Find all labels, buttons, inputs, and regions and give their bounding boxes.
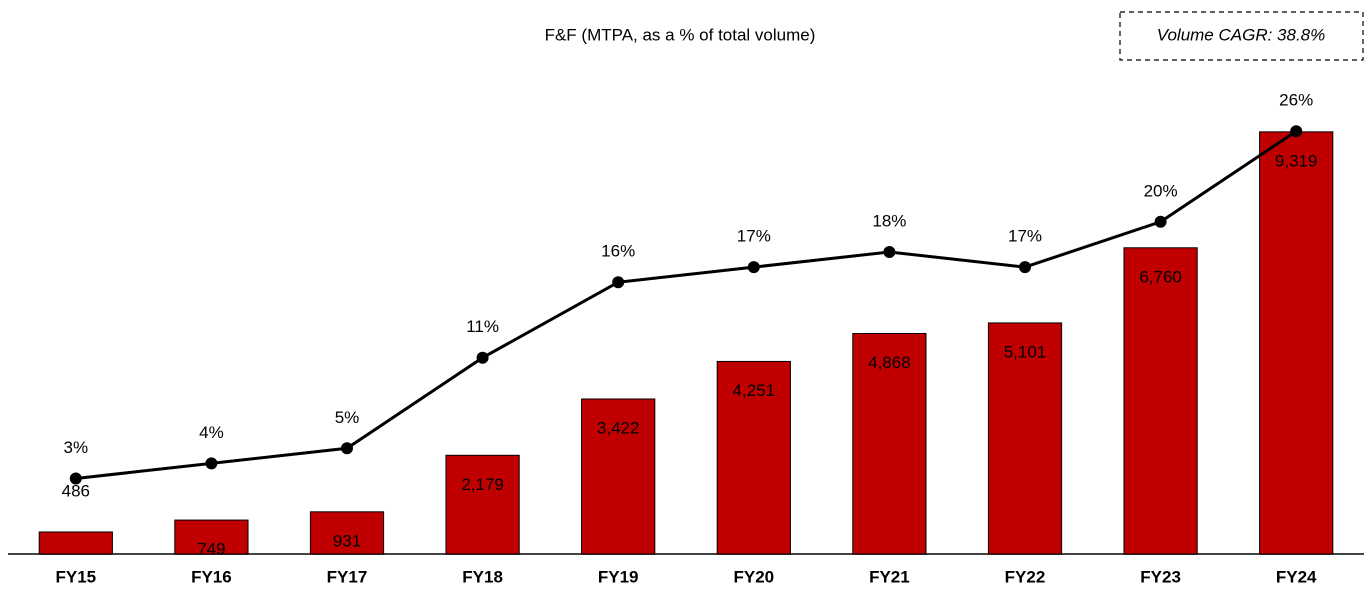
line-marker <box>341 442 353 455</box>
line-value-label: 5% <box>335 408 360 427</box>
bar <box>1259 131 1334 555</box>
bar <box>716 360 791 555</box>
line-value-label: 16% <box>601 242 635 261</box>
line-value-label: 20% <box>1144 181 1178 200</box>
line-value-label: 17% <box>1008 227 1042 246</box>
x-tick-label: FY22 <box>1005 567 1046 586</box>
bar-value-label: 6,760 <box>1139 267 1182 286</box>
x-tick-label: FY18 <box>462 567 503 586</box>
line-marker <box>205 457 218 470</box>
bar <box>38 531 113 555</box>
line-marker <box>69 472 82 485</box>
line-marker <box>476 351 489 364</box>
bar-value-label: 4,251 <box>733 381 776 400</box>
line-value-label: 11% <box>466 317 499 336</box>
line-value-label: 18% <box>872 211 906 230</box>
line-marker <box>883 246 896 258</box>
x-tick-label: FY15 <box>55 567 96 586</box>
line-value-label: 26% <box>1279 91 1313 110</box>
chart-title: F&F (MTPA, as a % of total volume) <box>545 25 816 44</box>
bar <box>1123 247 1198 555</box>
line <box>75 129 1298 480</box>
bar <box>309 511 385 555</box>
line-marker <box>1019 261 1031 274</box>
bar-value-label: 9,319 <box>1275 151 1318 170</box>
annotation-box <box>1119 11 1364 61</box>
bar-value-label: 2,179 <box>461 475 504 494</box>
bar <box>852 332 927 555</box>
bar-value-label: 4,868 <box>868 353 911 372</box>
x-tick-label: FY23 <box>1140 567 1181 586</box>
bar <box>581 398 656 555</box>
line-value-label: 3% <box>64 438 89 457</box>
annotation: Volume CAGR: 38.8% <box>1157 25 1326 44</box>
bar-value-label: 5,101 <box>1004 342 1047 361</box>
line-marker <box>1290 125 1303 138</box>
x-tick-label: FY19 <box>598 567 639 586</box>
bar-value-label: 749 <box>197 540 225 559</box>
line-marker <box>1154 215 1167 228</box>
x-tick-label: FY21 <box>869 567 910 586</box>
bar <box>445 454 520 555</box>
x-tick-label: FY17 <box>327 567 368 586</box>
line-marker <box>747 261 760 274</box>
bar <box>987 322 1063 555</box>
line-value-label: 17% <box>737 227 771 246</box>
x-tick-label: FY16 <box>191 567 232 586</box>
bar-value-label: 486 <box>62 481 90 500</box>
bar <box>174 519 249 555</box>
x-tick-label: FY24 <box>1276 567 1317 586</box>
x-tick-label: FY20 <box>733 567 774 586</box>
line-marker <box>612 276 625 289</box>
bar-value-label: 931 <box>333 531 361 550</box>
line-value-label: 4% <box>199 423 224 442</box>
bar-value-label: 3,422 <box>597 418 640 437</box>
